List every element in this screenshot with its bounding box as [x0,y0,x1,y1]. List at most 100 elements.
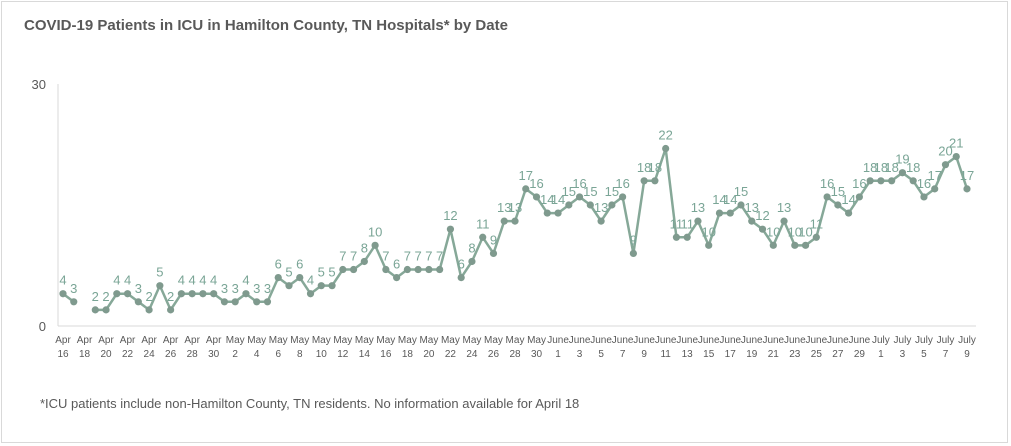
data-point [877,177,885,185]
data-point [941,161,950,169]
data-point [91,306,99,314]
data-label: 3 [70,281,77,296]
x-tick-month: May [484,335,503,346]
x-tick-day: 7 [943,349,949,360]
x-tick-month: Apr [98,335,114,346]
x-tick-month: May [506,335,525,346]
x-tick-month: June [805,335,827,346]
data-point [306,290,315,298]
data-label: 4 [59,273,66,288]
data-point [317,282,325,290]
x-tick-month: June [547,335,569,346]
data-point [640,177,648,185]
x-tick-month: Apr [206,335,222,346]
x-tick-month: May [441,335,460,346]
data-point [199,290,207,298]
x-tick-day: 3 [900,349,906,360]
x-tick-day: 10 [316,349,328,360]
x-tick-day: 16 [57,349,69,360]
x-tick-day: 30 [531,349,543,360]
data-label: 16 [820,176,834,191]
data-point [403,265,411,274]
data-point [629,249,637,257]
x-tick-day: 28 [509,349,521,360]
data-label: 18 [648,160,662,175]
x-tick-day: 20 [100,349,112,360]
data-label: 9 [630,232,637,247]
data-label: 15 [562,184,576,199]
data-label: 4 [113,273,120,288]
x-tick-day: 3 [577,349,583,360]
data-label: 4 [199,273,206,288]
data-label: 10 [701,224,715,239]
data-label: 14 [841,192,855,207]
data-point [285,282,293,290]
data-label: 3 [253,281,260,296]
data-point [210,290,218,298]
data-label: 16 [615,176,629,191]
data-label: 3 [221,281,228,296]
series-icu-patients [59,144,971,314]
x-tick-day: 1 [555,349,561,360]
data-point [812,233,820,241]
x-tick-month: May [376,335,395,346]
x-tick-month: July [872,335,890,346]
data-label: 16 [852,176,866,191]
data-label: 18 [874,160,888,175]
x-tick-day: 23 [789,349,801,360]
data-point [102,306,110,314]
x-tick-day: 29 [854,349,866,360]
x-tick-month: May [247,335,266,346]
data-point [694,217,702,225]
x-tick-day: 27 [832,349,844,360]
data-point [468,257,476,266]
x-tick-day: 15 [703,349,715,360]
data-point [952,153,960,161]
data-label: 17 [960,168,974,183]
data-label: 15 [583,184,597,199]
x-tick-day: 26 [165,349,177,360]
data-label: 10 [788,224,802,239]
data-label: 18 [906,160,920,175]
x-tick-month: June [784,335,806,346]
data-point [705,241,713,249]
data-point [780,217,788,225]
data-label: 7 [415,249,422,264]
data-point [662,144,670,153]
data-point [758,225,767,233]
x-tick-day: 9 [964,349,970,360]
data-point [231,298,239,306]
data-point [328,282,336,290]
data-point [791,241,799,249]
x-tick-day: 28 [187,349,199,360]
data-point [457,274,465,282]
x-tick-day: 7 [620,349,626,360]
data-label: 3 [232,281,239,296]
x-tick-day: 20 [423,349,435,360]
data-label: 4 [124,273,131,288]
x-tick-day: 18 [79,349,91,360]
x-tick-month: June [741,335,763,346]
data-label: 7 [404,249,411,264]
x-tick-day: 25 [811,349,823,360]
data-point [801,241,810,249]
data-point [414,265,422,274]
data-label: 13 [777,200,791,215]
data-label: 5 [285,265,292,280]
x-tick-month: June [719,335,741,346]
data-point [855,193,863,201]
data-point [263,298,272,306]
data-label: 2 [92,289,99,304]
data-point [188,290,196,298]
x-tick-day: 1 [878,349,884,360]
x-tick-day: 2 [232,349,238,360]
x-tick-day: 11 [660,349,671,360]
data-point [274,274,282,282]
data-point [898,169,907,177]
data-label: 15 [605,184,619,199]
data-point [931,185,939,193]
x-tick-day: 24 [466,349,478,360]
data-point [845,209,853,217]
data-point [769,241,777,249]
